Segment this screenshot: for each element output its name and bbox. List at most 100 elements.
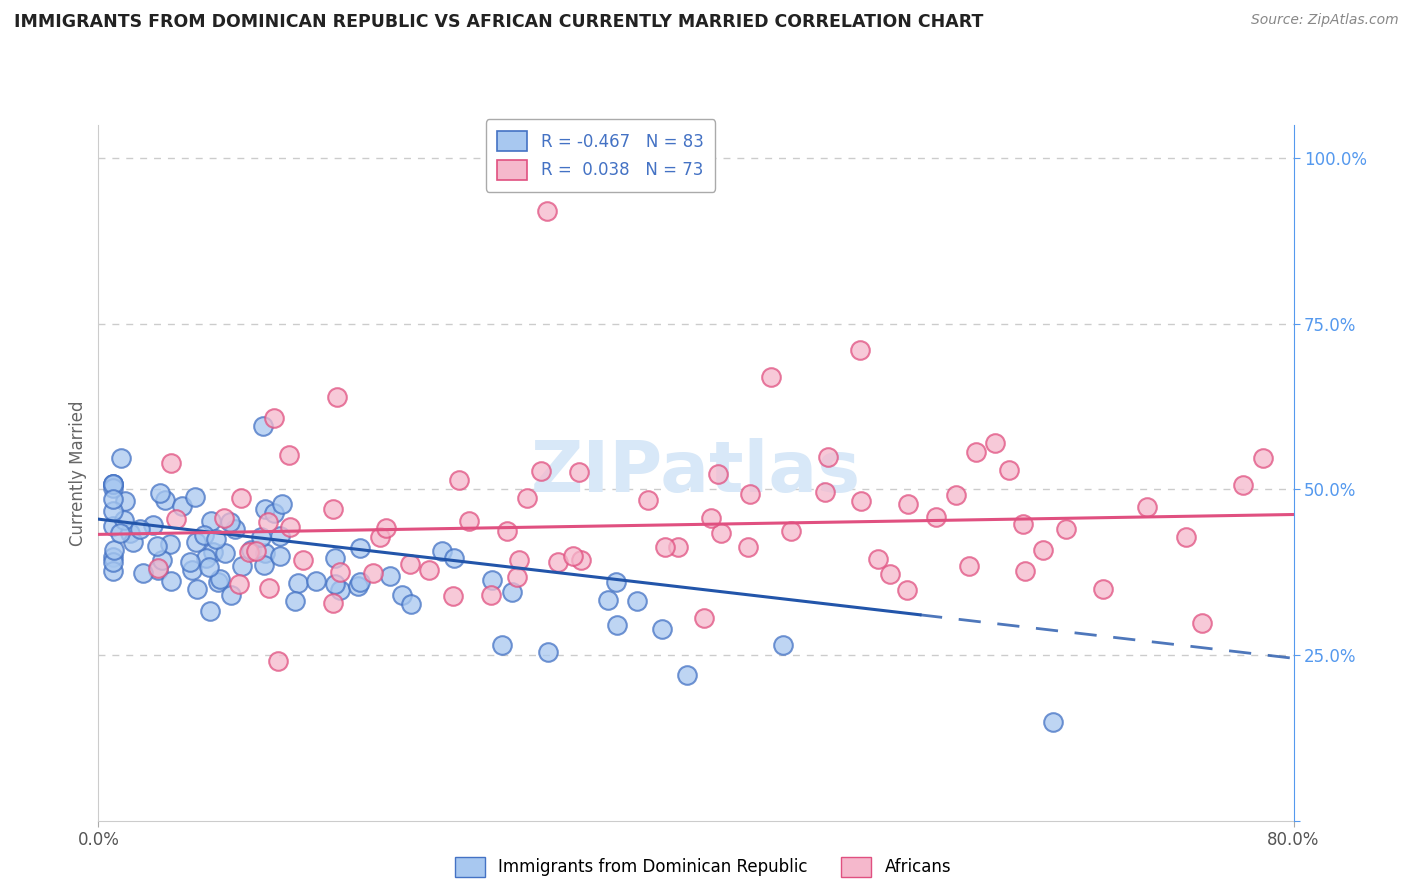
Point — [278, 448, 301, 462]
Point — [1191, 615, 1213, 630]
Point — [269, 529, 291, 543]
Point — [118, 526, 141, 541]
Y-axis label: Currently Married: Currently Married — [69, 400, 87, 546]
Point — [430, 543, 453, 558]
Point — [516, 491, 538, 505]
Point — [207, 575, 229, 590]
Point — [252, 419, 274, 434]
Point — [165, 511, 187, 525]
Point — [184, 535, 207, 549]
Point — [228, 576, 250, 591]
Point — [896, 583, 918, 598]
Point — [441, 589, 464, 603]
Point — [160, 574, 183, 589]
Point — [198, 604, 221, 618]
Point — [114, 513, 136, 527]
Point — [253, 558, 276, 572]
Point — [132, 566, 155, 580]
Point — [654, 541, 676, 555]
Point — [172, 499, 194, 513]
Point — [103, 476, 125, 491]
Point — [186, 582, 208, 596]
Point — [346, 579, 368, 593]
Point — [287, 575, 309, 590]
Point — [219, 588, 242, 602]
Point — [965, 445, 987, 459]
Point — [349, 574, 371, 589]
Point — [229, 491, 252, 505]
Point — [322, 596, 344, 610]
Point — [368, 530, 391, 544]
Point — [1251, 451, 1274, 466]
Point — [1012, 516, 1035, 531]
Point — [606, 618, 628, 632]
Point — [184, 491, 207, 505]
Point — [267, 654, 290, 668]
Point — [146, 560, 169, 574]
Point — [231, 559, 253, 574]
Point — [626, 594, 648, 608]
Point — [562, 549, 585, 564]
Point — [700, 510, 723, 524]
Point — [103, 476, 125, 491]
Point — [849, 494, 872, 508]
Point — [984, 436, 1007, 450]
Text: Source: ZipAtlas.com: Source: ZipAtlas.com — [1251, 13, 1399, 28]
Point — [284, 594, 307, 608]
Point — [605, 574, 627, 589]
Point — [103, 555, 125, 569]
Point — [254, 502, 277, 516]
Point — [103, 481, 125, 495]
Point — [201, 545, 224, 559]
Point — [181, 563, 204, 577]
Point — [897, 497, 920, 511]
Point — [263, 410, 285, 425]
Point — [1032, 543, 1054, 558]
Point — [759, 369, 782, 384]
Point — [263, 506, 285, 520]
Point — [160, 456, 183, 470]
Point — [152, 553, 174, 567]
Point — [814, 485, 837, 500]
Point — [1014, 564, 1036, 578]
Point — [148, 563, 170, 577]
Legend: R = -0.467   N = 83, R =  0.038   N = 73: R = -0.467 N = 83, R = 0.038 N = 73 — [485, 120, 716, 192]
Point — [479, 588, 502, 602]
Point — [239, 542, 262, 557]
Legend: Immigrants from Dominican Republic, Africans: Immigrants from Dominican Republic, Afri… — [449, 850, 957, 884]
Point — [666, 540, 689, 554]
Point — [496, 524, 519, 538]
Point — [103, 564, 125, 578]
Point — [707, 467, 730, 482]
Point — [537, 645, 560, 659]
Point — [329, 565, 352, 579]
Point — [676, 668, 699, 682]
Point — [508, 553, 530, 567]
Point — [399, 557, 422, 571]
Point — [925, 509, 948, 524]
Point — [129, 522, 152, 536]
Point — [1054, 522, 1077, 536]
Point — [149, 485, 172, 500]
Point — [212, 511, 235, 525]
Point — [596, 592, 619, 607]
Point — [245, 544, 267, 558]
Point — [159, 536, 181, 550]
Point — [879, 567, 901, 582]
Point — [449, 474, 471, 488]
Point — [103, 550, 125, 565]
Point — [1092, 582, 1115, 596]
Point — [238, 545, 260, 559]
Text: IMMIGRANTS FROM DOMINICAN REPUBLIC VS AFRICAN CURRENTLY MARRIED CORRELATION CHAR: IMMIGRANTS FROM DOMINICAN REPUBLIC VS AF… — [14, 13, 983, 31]
Point — [945, 488, 967, 502]
Point — [257, 516, 280, 530]
Point — [103, 519, 125, 533]
Point — [443, 550, 465, 565]
Point — [145, 539, 167, 553]
Point — [257, 581, 280, 595]
Point — [329, 583, 352, 598]
Point — [103, 504, 125, 518]
Point — [868, 552, 890, 566]
Point — [737, 540, 759, 554]
Point — [322, 501, 344, 516]
